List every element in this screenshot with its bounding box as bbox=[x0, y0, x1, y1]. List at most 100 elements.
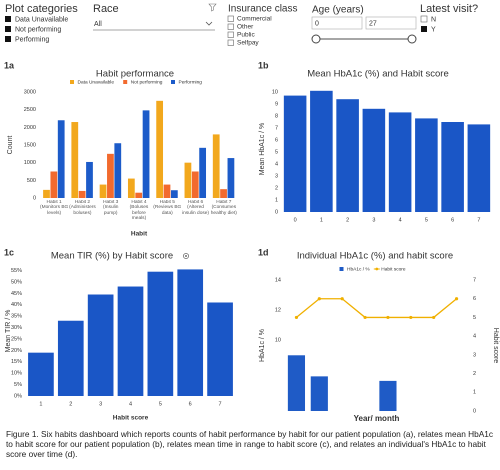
x-tick-label: 3 bbox=[372, 217, 375, 223]
bar bbox=[362, 108, 386, 212]
y-tick-label: 14 bbox=[275, 277, 281, 283]
bar bbox=[71, 122, 79, 198]
y-axis-label: Count bbox=[7, 136, 14, 155]
bar bbox=[57, 120, 65, 198]
y-tick-label: 0 bbox=[275, 209, 278, 215]
x-tick-label: Habit 3 (Insulin pump) bbox=[102, 200, 119, 216]
y-tick-label: 1 bbox=[275, 197, 278, 203]
y-tick-label: 0 bbox=[33, 195, 36, 201]
x-tick-label-box: Habit 3 (Insulin pump) bbox=[102, 200, 119, 216]
bar bbox=[310, 376, 328, 411]
bar bbox=[177, 269, 204, 396]
chart-title: Habit performance bbox=[96, 69, 174, 80]
x-tick-label: Habit 6 (Altered insulin dose) bbox=[182, 200, 210, 216]
x-axis-label: Year/ month bbox=[354, 414, 400, 423]
line-marker bbox=[454, 297, 459, 301]
panel-label: 1c bbox=[4, 247, 14, 257]
y-tick-label: 0% bbox=[14, 393, 22, 399]
x-tick-label: 1 bbox=[39, 401, 42, 407]
slider-handle[interactable] bbox=[407, 34, 417, 44]
checkbox[interactable] bbox=[227, 15, 234, 22]
bar bbox=[191, 171, 199, 198]
legend-label: Not performing bbox=[131, 79, 163, 85]
bar bbox=[142, 110, 150, 198]
y2-tick-label: 2 bbox=[473, 371, 476, 377]
bar bbox=[227, 158, 235, 198]
bar bbox=[207, 302, 233, 396]
bar bbox=[117, 286, 144, 396]
chart-title: Individual HbA1c (%) and habit score bbox=[297, 251, 453, 262]
x-tick-label: 4 bbox=[399, 217, 402, 223]
slider-handle[interactable] bbox=[311, 34, 321, 44]
x-tick-label: Habit 4 (Boluses before meals) bbox=[129, 200, 149, 222]
x-tick-label-box: Habit 7 (Consumes healthy diet) bbox=[211, 200, 237, 216]
dropdown-value[interactable]: All bbox=[94, 21, 102, 28]
dashboard: Plot categories Data Unavailable Not per… bbox=[4, 3, 499, 423]
y-tick-label: 10 bbox=[272, 89, 278, 95]
x-tick-label: 0 bbox=[294, 217, 297, 223]
input-box[interactable] bbox=[311, 16, 363, 30]
legend-swatch bbox=[171, 80, 175, 84]
bar bbox=[28, 352, 54, 396]
y-axis-label: HbA1c / % bbox=[259, 329, 266, 362]
legend-swatch bbox=[339, 267, 344, 271]
x-tick-label: 6 bbox=[451, 217, 454, 223]
filter-item[interactable]: Not performing bbox=[15, 26, 61, 33]
bar bbox=[467, 124, 491, 212]
y-tick-label: 15% bbox=[11, 359, 22, 365]
bar bbox=[99, 184, 107, 198]
y-tick-label: 10% bbox=[11, 371, 22, 377]
checkbox[interactable] bbox=[420, 15, 428, 23]
y-tick-label: 45% bbox=[11, 291, 22, 297]
y2-tick-label: 0 bbox=[473, 408, 476, 414]
bar bbox=[287, 355, 306, 411]
x-tick-label: 5 bbox=[425, 217, 428, 223]
filter-icon[interactable] bbox=[208, 3, 217, 12]
bar bbox=[50, 171, 58, 198]
x-tick-label-box: Habit 2 (Administers boluses) bbox=[69, 200, 96, 216]
checkbox[interactable] bbox=[227, 23, 234, 30]
legend-label: Performing bbox=[179, 79, 203, 85]
checkbox[interactable] bbox=[227, 39, 234, 46]
filter-title: Latest visit? bbox=[420, 3, 478, 15]
y-axis-label: Mean HbA1c / % bbox=[259, 123, 266, 176]
checkbox-label: Y bbox=[431, 26, 436, 33]
bar bbox=[86, 161, 93, 198]
y-axis-label: Mean TIR / % bbox=[5, 310, 12, 353]
bar bbox=[199, 147, 207, 198]
y-tick-label: 6 bbox=[275, 137, 278, 143]
y2-tick-label: 7 bbox=[473, 277, 476, 283]
checkbox[interactable] bbox=[227, 31, 234, 38]
info-icon[interactable] bbox=[183, 253, 189, 259]
legend-swatch bbox=[5, 16, 11, 22]
x-tick-label: 3 bbox=[99, 401, 102, 407]
y-tick-label: 4 bbox=[275, 161, 278, 167]
y-tick-label: 30% bbox=[11, 325, 22, 331]
filter-item[interactable]: Performing bbox=[15, 36, 49, 43]
y-tick-label: 35% bbox=[11, 314, 22, 320]
x-tick-label: 7 bbox=[477, 217, 480, 223]
x-tick-label: Habit 1 (Monitors BG levels) bbox=[40, 200, 69, 216]
bar bbox=[163, 184, 171, 198]
line-marker bbox=[409, 315, 413, 320]
y-tick-label: 8 bbox=[275, 113, 278, 119]
line-marker bbox=[363, 315, 367, 320]
checkbox-label: Public bbox=[237, 32, 255, 39]
bar bbox=[184, 162, 192, 198]
checkbox-checked[interactable] bbox=[421, 26, 427, 32]
dropdown-chevron[interactable] bbox=[205, 21, 213, 26]
panel-label: 1a bbox=[4, 60, 15, 70]
legend-label: Habit score bbox=[381, 266, 406, 272]
y-tick-label: 3 bbox=[275, 173, 278, 179]
filter-title: Insurance class bbox=[228, 4, 297, 15]
y-tick-label: 9 bbox=[275, 101, 278, 107]
line-marker bbox=[317, 297, 321, 301]
bar bbox=[336, 99, 359, 212]
bar bbox=[220, 189, 227, 198]
legend-label: Data Unavailable bbox=[78, 79, 115, 85]
checkbox-label: Selfpay bbox=[237, 40, 259, 47]
legend-swatch bbox=[5, 26, 11, 32]
filter-item[interactable]: Data Unavailable bbox=[15, 16, 68, 23]
input-box[interactable] bbox=[365, 16, 417, 30]
